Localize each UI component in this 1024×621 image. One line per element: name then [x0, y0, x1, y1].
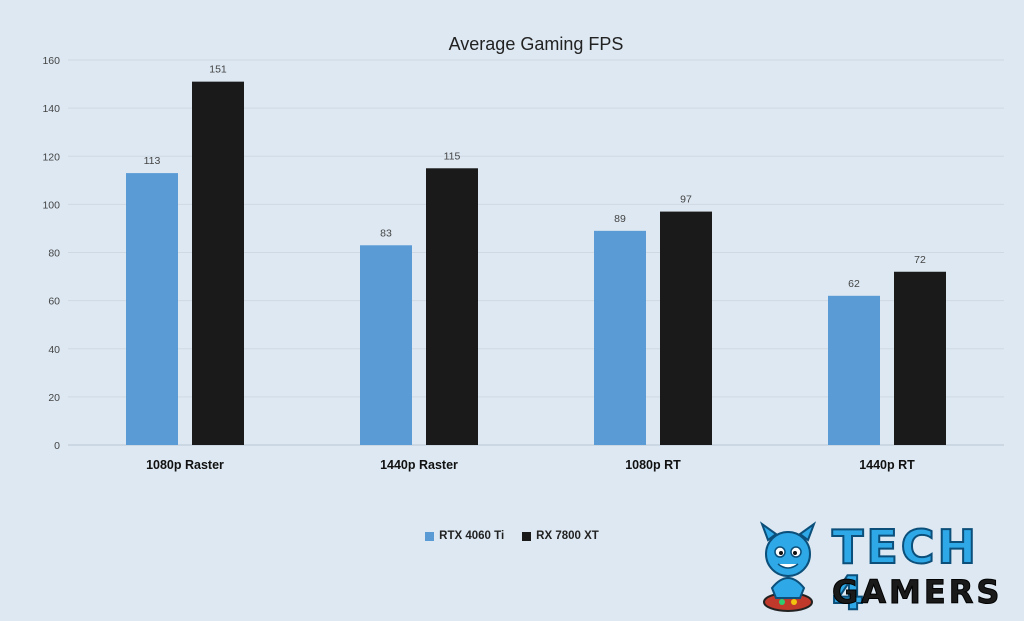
legend-item-rx-7800-xt: RX 7800 XT	[522, 530, 599, 542]
legend-item-rtx-4060-ti: RTX 4060 Ti	[425, 530, 504, 542]
bar-rtx-4060-ti-1080p-rt	[594, 230, 646, 445]
y-tick-label: 20	[48, 392, 60, 404]
data-label: 97	[680, 194, 692, 206]
data-label: 115	[444, 150, 461, 162]
x-category-label: 1440p RT	[859, 458, 915, 472]
bar-rx-7800-xt-1080p-raster	[192, 81, 244, 445]
data-label: 72	[914, 254, 926, 266]
bar-rx-7800-xt-1440p-rt	[894, 271, 946, 445]
bar-rtx-4060-ti-1440p-raster	[360, 245, 412, 445]
data-label: 62	[848, 278, 860, 290]
x-category-label: 1440p Raster	[380, 458, 458, 472]
x-category-label: 1080p RT	[625, 458, 681, 472]
y-tick-label: 60	[48, 296, 60, 308]
bar-rtx-4060-ti-1440p-rt	[828, 295, 880, 445]
legend: RTX 4060 Ti RX 7800 XT	[0, 530, 1024, 542]
y-tick-label: 100	[42, 199, 60, 211]
bar-rx-7800-xt-1080p-rt	[660, 211, 712, 445]
legend-label-rx: RX 7800 XT	[536, 530, 599, 542]
y-axis: 0 20 40 60 80 100 120 140 160	[42, 55, 60, 452]
data-label: 151	[209, 64, 227, 76]
logo-text-gamers: GAMERS	[831, 573, 1003, 611]
y-tick-label: 80	[48, 248, 60, 260]
tech4gamers-logo: TECH 4 GAMERS	[752, 518, 1014, 620]
data-label: 113	[144, 155, 161, 167]
logo-text-tech4: TECH 4	[831, 520, 980, 620]
y-tick-label: 140	[42, 103, 60, 115]
y-tick-label: 160	[42, 55, 60, 67]
legend-label-rtx: RTX 4060 Ti	[439, 530, 505, 542]
y-tick-label: 40	[48, 344, 60, 356]
data-label: 89	[614, 213, 626, 225]
bar-rtx-4060-ti-1080p-raster	[126, 173, 178, 445]
bar-rx-7800-xt-1440p-raster	[426, 168, 478, 445]
x-axis: 1080p Raster 1440p Raster 1080p RT 1440p RT	[146, 458, 915, 472]
x-category-label: 1080p Raster	[146, 458, 224, 472]
chart-title: Average Gaming FPS	[449, 34, 624, 54]
bars: 113 151 83 115 89 97 62 72	[126, 64, 946, 445]
legend-swatch-rx	[522, 531, 532, 541]
y-tick-label: 120	[42, 151, 60, 163]
y-tick-label: 0	[54, 440, 60, 452]
legend-swatch-rtx	[425, 531, 435, 541]
mascot-icon	[759, 521, 817, 612]
data-label: 83	[380, 227, 392, 239]
